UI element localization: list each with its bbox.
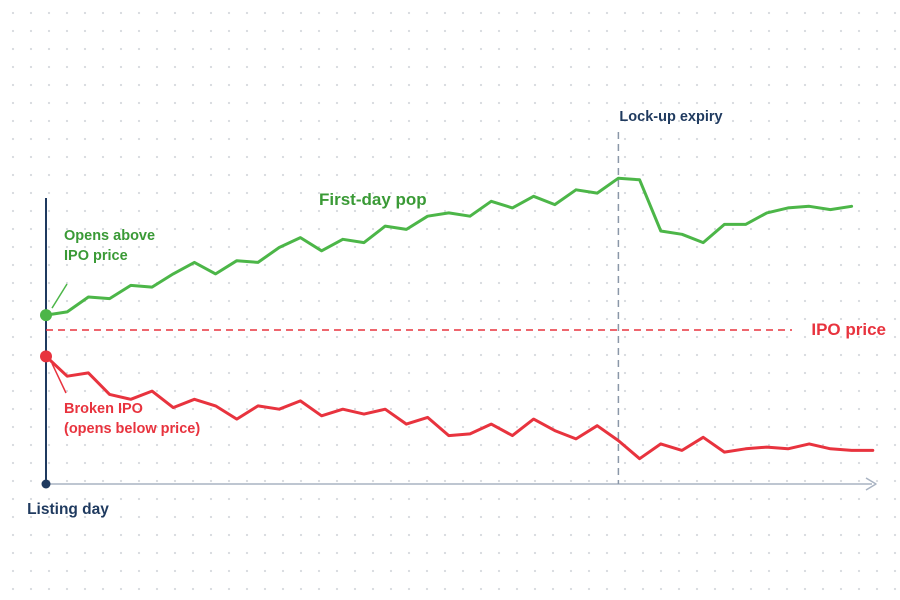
series-line-1 xyxy=(44,354,875,461)
lockup-expiry-label: Lock-up expiry xyxy=(619,109,722,125)
series-label-first-day-pop: First-day pop xyxy=(319,190,427,209)
series-start-point-1 xyxy=(40,350,52,363)
annotation-line: Opens above xyxy=(64,228,155,244)
series-start-point-0 xyxy=(40,309,52,322)
chart-labels: First-day pop Opens above IPO price Broke… xyxy=(27,109,886,518)
x-axis-label: Listing day xyxy=(27,501,109,518)
annotation-line: IPO price xyxy=(64,248,128,264)
x-axis-arrow xyxy=(865,477,877,491)
annotation-broken-ipo: Broken IPO (opens below price) xyxy=(64,401,200,437)
axes xyxy=(41,132,877,491)
listing-day-dot xyxy=(41,479,51,489)
annotation-line: Broken IPO xyxy=(64,401,143,417)
annotation-leader-red xyxy=(51,363,67,394)
annotation-leader-green xyxy=(51,283,68,309)
annotation-line: (opens below price) xyxy=(64,421,200,437)
reference-line-label: IPO price xyxy=(811,320,886,339)
chart-marks xyxy=(40,176,875,461)
annotation-opens-above: Opens above IPO price xyxy=(64,228,155,264)
series-line-0 xyxy=(44,176,854,317)
